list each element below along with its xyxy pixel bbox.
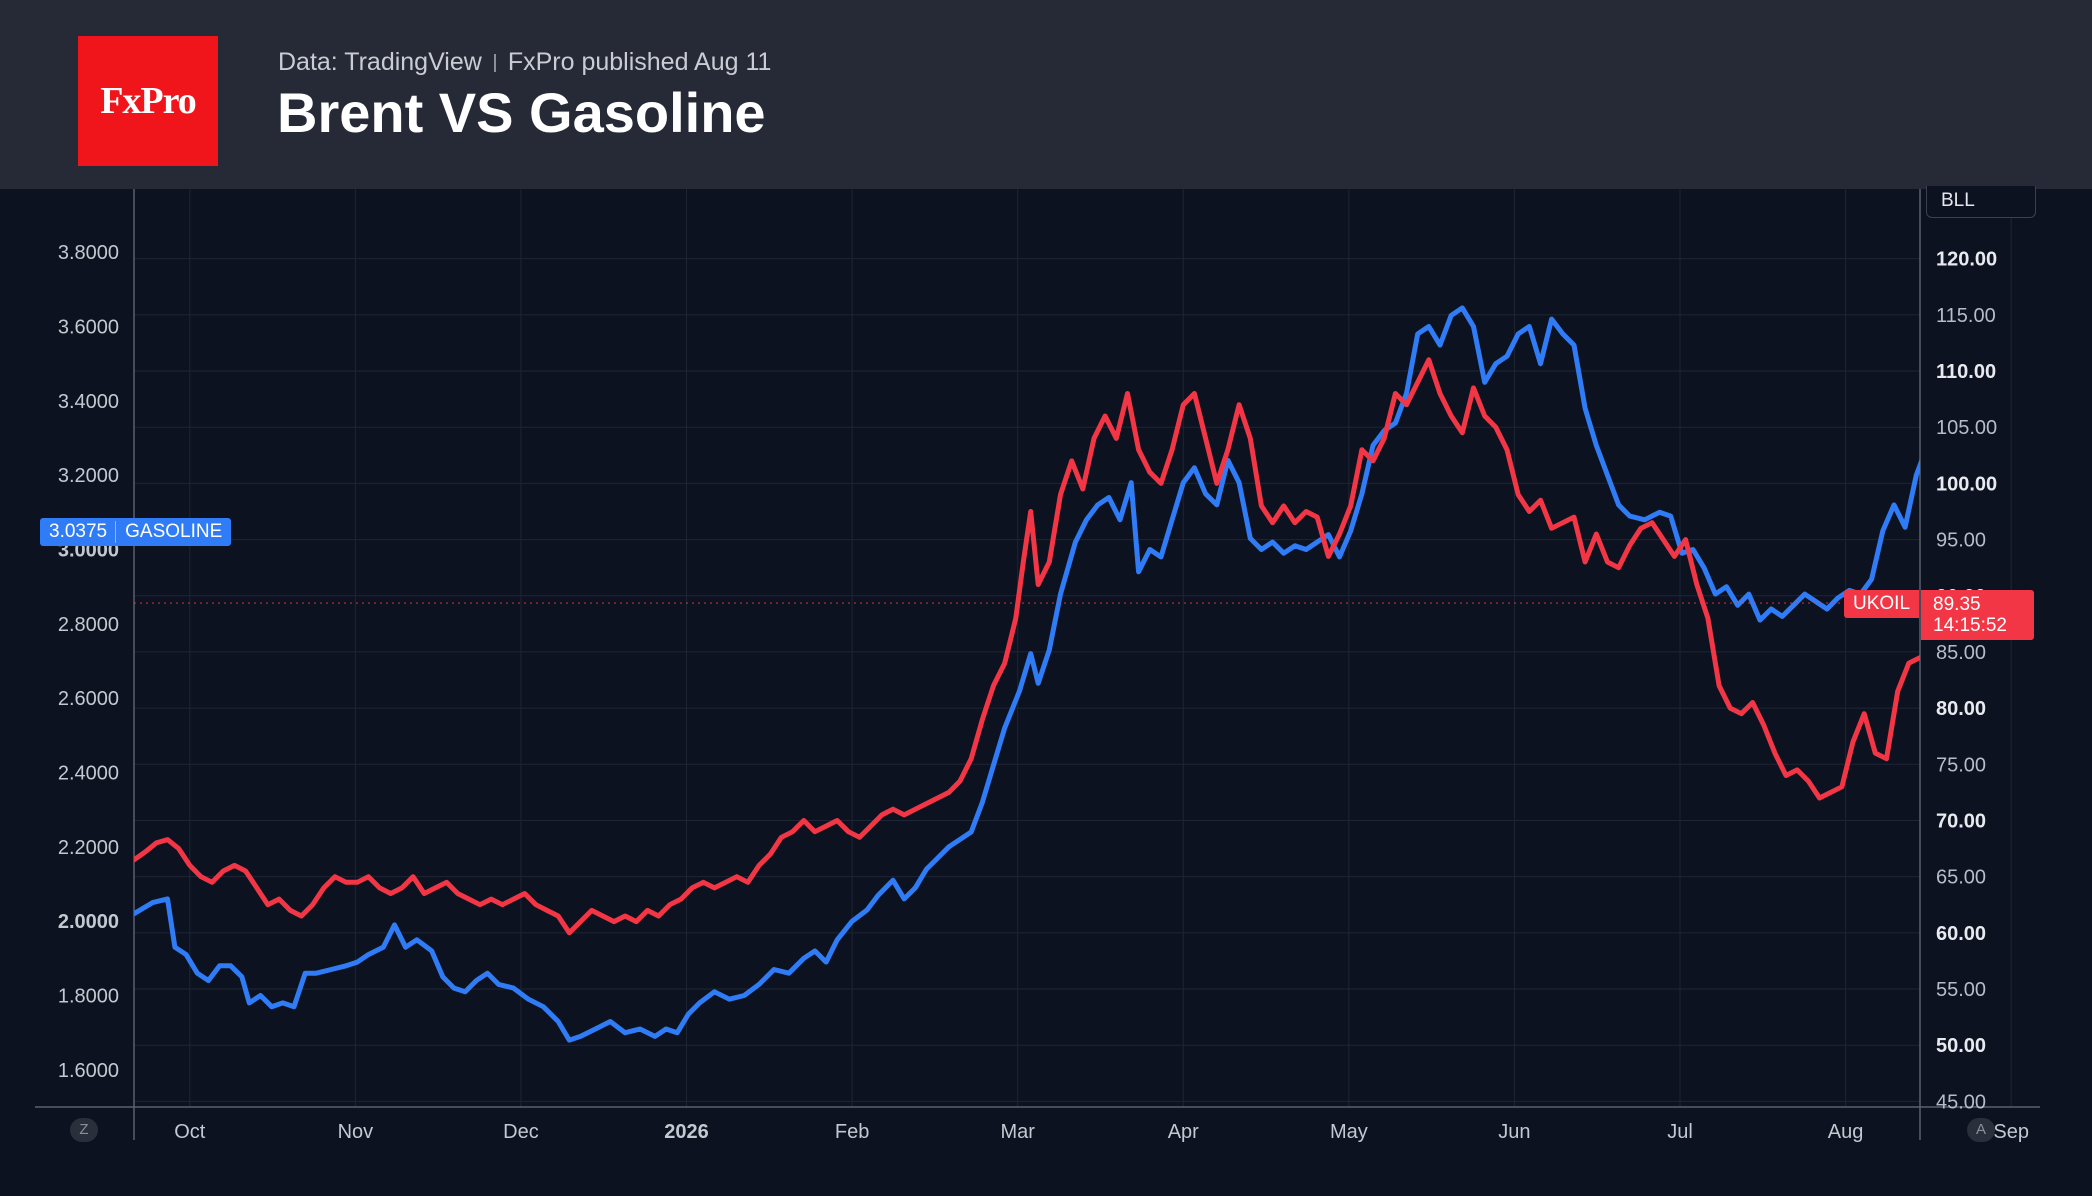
left-tick-label: 3.8000 <box>58 242 119 264</box>
right-tick-label: 45.00 <box>1936 1091 1986 1113</box>
left-tick-label: 3.2000 <box>58 465 119 487</box>
right-tick-label: 95.00 <box>1936 530 1986 552</box>
unit-selector[interactable]: BLL <box>1926 186 2036 218</box>
gasoline-label: GASOLINE <box>125 521 223 542</box>
source-line: Data: TradingView FxPro published Aug 11 <box>278 48 771 77</box>
right-tick-label: 50.00 <box>1936 1035 1986 1057</box>
right-tick-label: 60.00 <box>1936 923 1986 945</box>
ukoil-countdown: 14:15:52 <box>1933 615 2007 636</box>
left-tick-label: 2.6000 <box>58 688 119 710</box>
x-tick-label: Mar <box>1000 1121 1035 1143</box>
x-tick-label: Feb <box>835 1121 869 1143</box>
left-tick-label: 3.6000 <box>58 317 119 339</box>
series-line-gasoline <box>134 305 1920 1043</box>
x-tick-label: 2026 <box>664 1121 709 1143</box>
x-tick-label: Aug <box>1828 1121 1864 1143</box>
gasoline-last-value: 3.0375 <box>40 521 117 543</box>
x-axis-ticks: Oct Nov Dec 2026 Feb Mar Apr May Jun Jul Aug Sep <box>174 1121 2029 1143</box>
x-tick-label: Jul <box>1667 1121 1693 1143</box>
right-tick-label: 70.00 <box>1936 810 1986 832</box>
grid-lines <box>134 189 2012 1107</box>
right-tick-label: 85.00 <box>1936 642 1986 664</box>
published-note: FxPro published Aug 11 <box>507 48 772 76</box>
right-tick-label: 120.00 <box>1936 249 1997 271</box>
data-source: Data: TradingView <box>278 48 482 76</box>
separator <box>493 53 496 72</box>
ukoil-label: UKOIL <box>1844 590 1920 618</box>
series-line-ukoil <box>134 357 1920 936</box>
fxpro-logo: FxPro <box>78 36 218 166</box>
auto-scale-button[interactable]: A <box>1967 1118 1995 1142</box>
right-tick-label: 110.00 <box>1936 361 1996 383</box>
left-tick-label: 1.8000 <box>58 986 119 1008</box>
x-tick-label: Apr <box>1168 1121 1199 1143</box>
ukoil-value-box: 89.35 14:15:52 <box>1921 590 2035 640</box>
left-tick-label: 3.4000 <box>58 391 119 413</box>
gasoline-price-tag: 3.0375 GASOLINE <box>40 518 232 546</box>
right-tick-label: 65.00 <box>1936 867 1986 889</box>
chart-axes <box>35 189 2040 1140</box>
right-tick-label: 105.00 <box>1936 417 1997 439</box>
left-tick-label: 2.2000 <box>58 837 119 859</box>
x-tick-label: Sep <box>1993 1121 2029 1143</box>
left-tick-label: 2.8000 <box>58 614 119 636</box>
x-tick-label: Dec <box>503 1121 539 1143</box>
left-tick-label: 1.6000 <box>58 1060 119 1082</box>
chart-title: Brent VS Gasoline <box>277 81 766 144</box>
right-tick-label: 55.00 <box>1936 979 1986 1001</box>
right-tick-label: 115.00 <box>1936 305 1996 327</box>
right-tick-label: 75.00 <box>1936 754 1986 776</box>
ukoil-price-tag: UKOIL 89.35 14:15:52 <box>1844 590 2035 640</box>
series-lines <box>134 305 1920 1043</box>
x-tick-label: Nov <box>338 1121 374 1143</box>
x-tick-label: Jun <box>1498 1121 1530 1143</box>
x-tick-label: Oct <box>174 1121 206 1143</box>
ukoil-last-value: 89.35 <box>1933 594 1981 615</box>
left-tick-label: 2.4000 <box>58 763 119 785</box>
x-tick-label: May <box>1330 1121 1368 1143</box>
header-bar: FxPro Data: TradingView FxPro published … <box>0 0 2092 189</box>
right-tick-label: 80.00 <box>1936 698 1986 720</box>
right-tick-label: 100.00 <box>1936 473 1997 495</box>
zoom-button[interactable]: Z <box>70 1118 98 1142</box>
left-tick-label: 2.0000 <box>58 911 119 933</box>
left-axis-ticks: 3.80003.60003.40003.20003.00002.80002.60… <box>58 242 119 1082</box>
right-axis-ticks: 120.00115.00110.00105.00100.0095.0090.00… <box>1936 249 1997 1114</box>
